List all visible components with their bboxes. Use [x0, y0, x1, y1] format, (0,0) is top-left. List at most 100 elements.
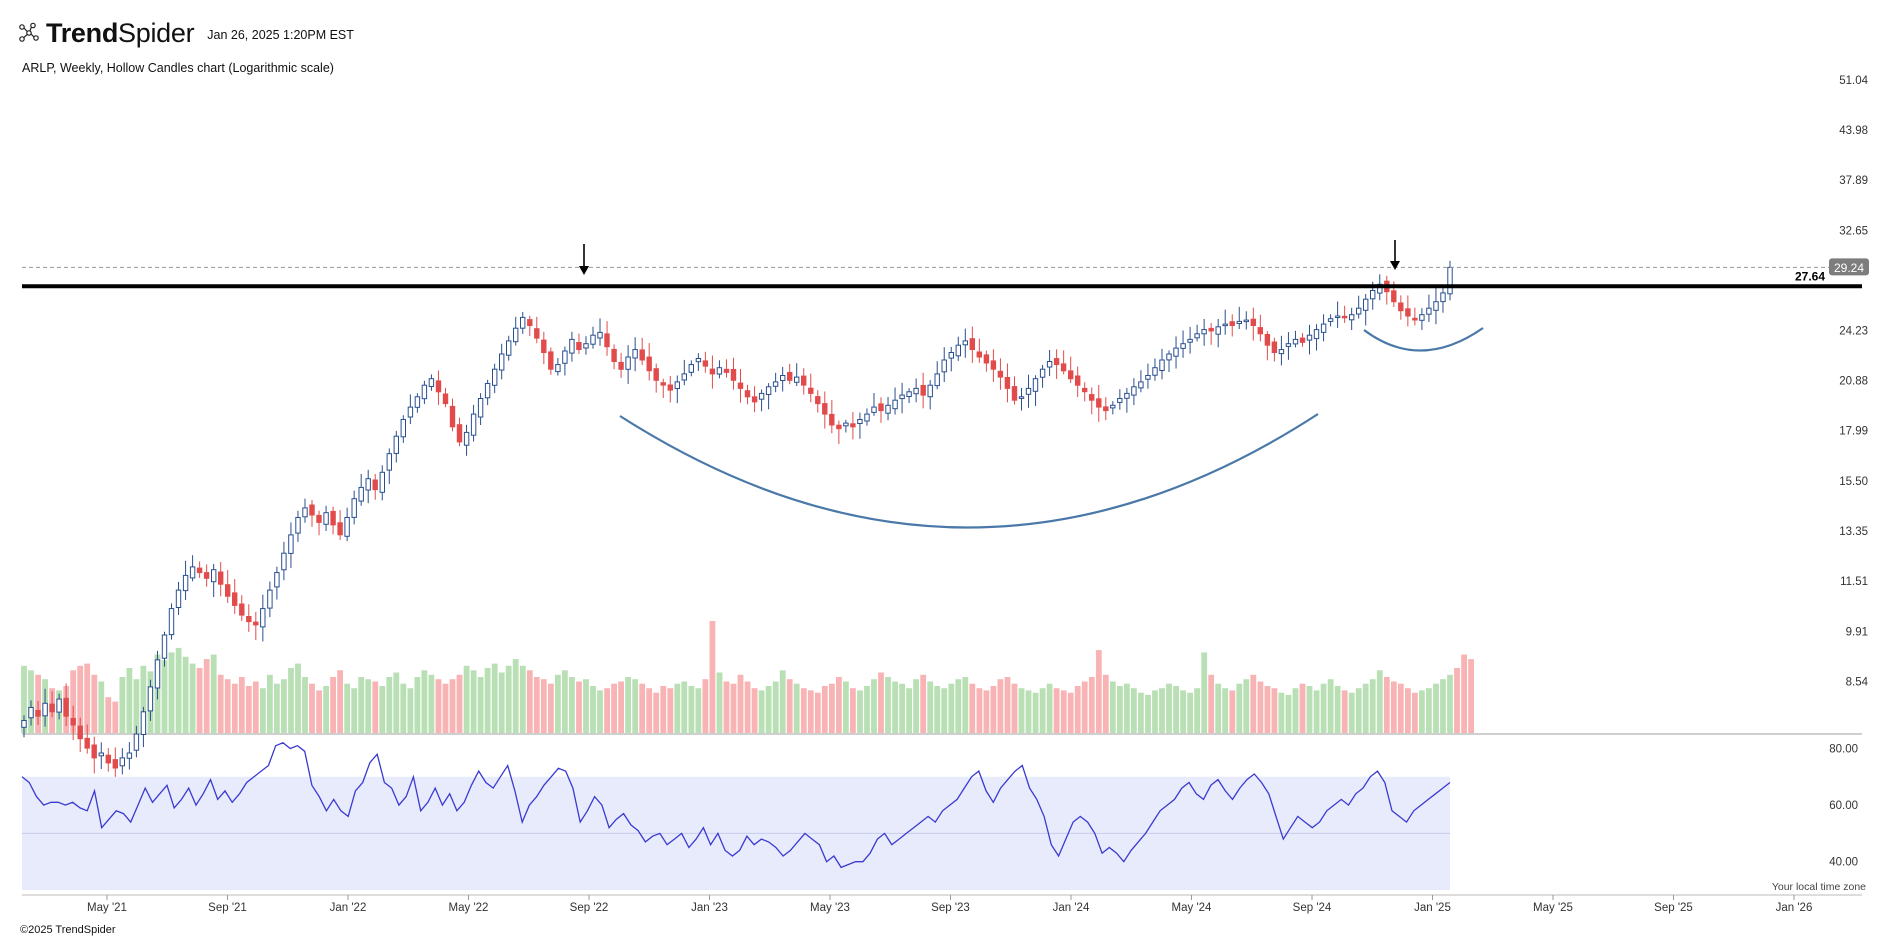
volume-bar	[913, 679, 919, 733]
volume-bar	[948, 683, 955, 733]
candle-body	[730, 368, 737, 381]
volume-bar	[519, 665, 526, 733]
candle-body	[1046, 361, 1053, 368]
candle-body	[1299, 337, 1306, 343]
timezone-note: Your local time zone	[1772, 881, 1866, 893]
candle-body	[175, 589, 182, 608]
volume-bar	[84, 663, 91, 733]
volume-bar	[821, 686, 828, 733]
candle-body	[1004, 377, 1011, 389]
volume-bar	[997, 679, 1004, 733]
candle-body	[260, 608, 266, 628]
candle-body	[133, 733, 140, 751]
volume-bar	[112, 701, 119, 733]
cup-curve[interactable]	[1363, 327, 1484, 352]
candle-body	[1011, 386, 1018, 401]
candle-body	[309, 504, 315, 516]
volume-bar	[281, 679, 287, 733]
candle-body	[611, 348, 617, 362]
candle-body	[463, 431, 470, 446]
volume-bar	[990, 686, 997, 733]
candle-body	[506, 340, 512, 356]
candle-body	[625, 356, 631, 370]
volume-bar	[962, 677, 969, 733]
volume-bar	[1292, 688, 1299, 733]
candle-body	[913, 387, 919, 395]
candle-body	[1412, 317, 1418, 321]
candle-body	[393, 435, 400, 454]
candle-body	[168, 608, 175, 636]
candle-body	[702, 360, 709, 367]
trendspider-logo[interactable]: TrendSpider	[18, 18, 195, 48]
volume-bar	[1067, 692, 1074, 733]
volume-bar	[906, 688, 912, 733]
volume-bar	[555, 674, 561, 733]
candle-body	[1229, 321, 1235, 327]
candle-body	[1264, 334, 1271, 346]
volume-bar	[744, 681, 751, 733]
volume-bar	[224, 679, 231, 733]
volume-bar	[1124, 683, 1130, 733]
volume-bar	[716, 672, 723, 733]
volume-bar	[231, 683, 238, 733]
candle-body	[878, 403, 884, 412]
volume-bar	[569, 677, 575, 733]
volume-bar	[1299, 683, 1306, 733]
candle-body	[246, 616, 252, 623]
volume-bar	[639, 683, 646, 733]
volume-bar	[597, 690, 603, 733]
candle-body	[520, 316, 526, 329]
volume-bar	[428, 674, 435, 733]
candle-body	[1356, 307, 1362, 315]
candle-body	[948, 352, 954, 359]
volume-bar	[512, 659, 519, 733]
candle-body	[772, 381, 779, 387]
candle-body	[1433, 301, 1439, 311]
volume-bar	[196, 668, 203, 733]
candle-body	[962, 340, 968, 346]
volume-bar	[583, 679, 589, 733]
volume-bar	[449, 679, 456, 733]
volume-bar	[1004, 677, 1011, 733]
down-arrow-icon	[579, 266, 589, 275]
volume-bar	[274, 683, 280, 733]
candle-body	[400, 419, 407, 438]
volume-bar	[1412, 692, 1418, 733]
candle-body	[316, 514, 322, 523]
volume-bar	[1180, 690, 1186, 733]
candle-body	[1103, 406, 1109, 412]
last-price-badge	[1829, 258, 1869, 276]
candle-body	[1292, 338, 1299, 345]
candle-body	[140, 711, 147, 735]
volume-bar	[533, 677, 540, 733]
volume-bar	[723, 681, 730, 733]
volume-bar	[864, 686, 870, 733]
chart-title: ARLP, Weekly, Hollow Candles chart (Loga…	[22, 61, 334, 75]
candle-body	[1405, 308, 1411, 317]
volume-bar	[456, 674, 463, 733]
candle-body	[969, 338, 975, 351]
candle-body	[386, 453, 393, 471]
candle-body	[780, 375, 786, 381]
candle-body	[899, 394, 905, 400]
candle-body	[414, 396, 421, 408]
candle-body	[407, 406, 414, 418]
volume-bar	[1173, 686, 1179, 733]
volume-bar	[1327, 679, 1334, 733]
volume-bar	[892, 681, 898, 733]
candle-body	[351, 498, 357, 518]
volume-bar	[295, 663, 301, 733]
candle-body	[330, 510, 336, 526]
candle-body	[1363, 298, 1369, 311]
rounded-base-curve[interactable]	[619, 413, 1319, 529]
candle-body	[569, 338, 575, 354]
volume-bar	[119, 677, 126, 733]
time-axis-label: Jan '24	[1053, 902, 1090, 914]
candle-body	[1398, 302, 1404, 312]
volume-bar	[688, 686, 695, 733]
candle-body	[98, 752, 104, 757]
price-axis-label: 20.88	[1839, 376, 1868, 388]
candle-body	[211, 569, 217, 583]
candle-body	[449, 405, 456, 428]
